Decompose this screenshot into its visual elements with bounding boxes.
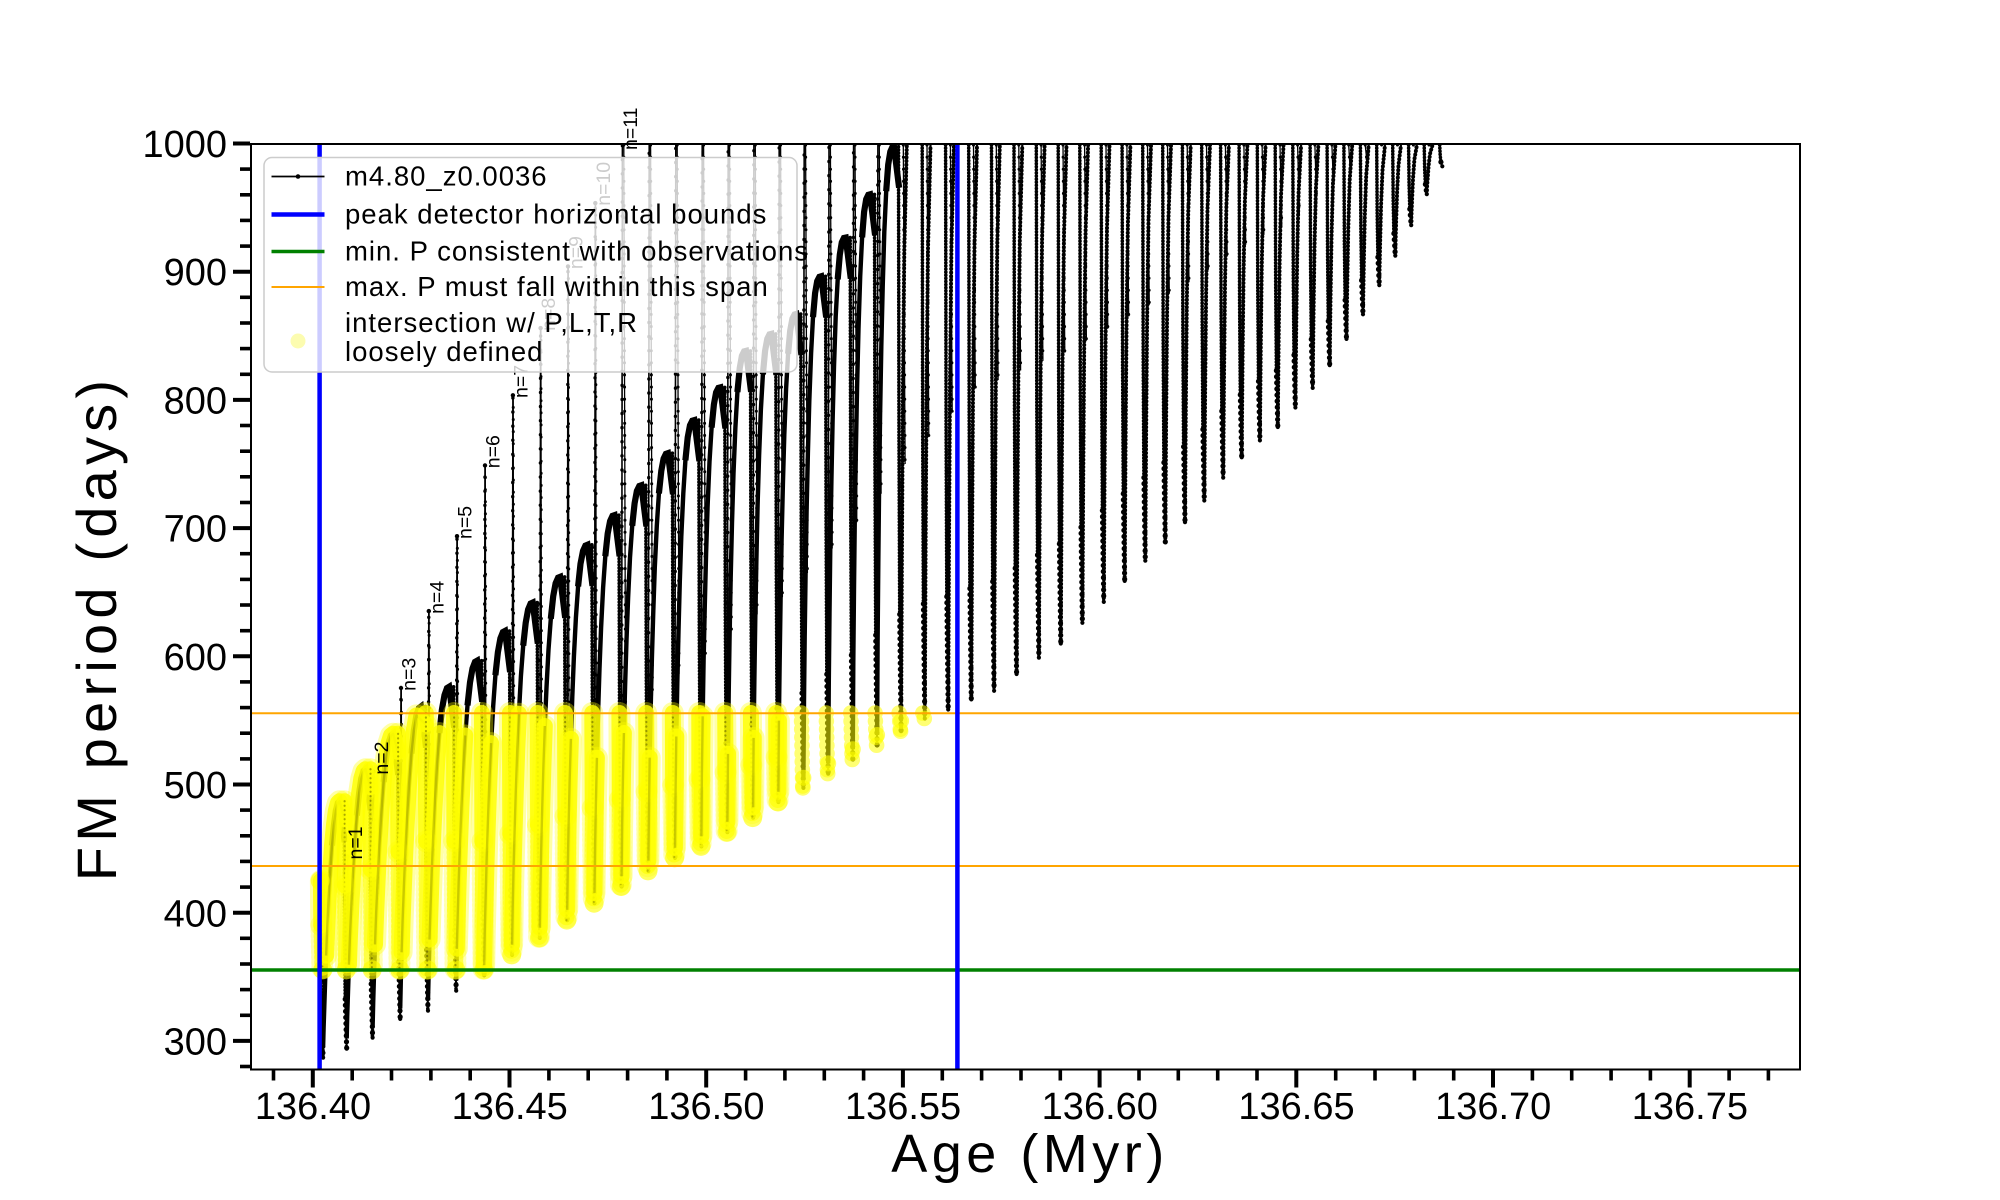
svg-text:intersection w/ P,L,T,R: intersection w/ P,L,T,R [345,307,638,338]
svg-text:800: 800 [164,380,227,422]
svg-text:max. P must fall within this s: max. P must fall within this span [345,271,769,302]
svg-text:n=4: n=4 [426,581,448,614]
svg-text:500: 500 [164,765,227,807]
svg-text:Age (Myr): Age (Myr) [891,1124,1169,1184]
svg-text:n=7: n=7 [511,365,533,398]
svg-text:1000: 1000 [142,124,227,166]
svg-text:min. P consistent with observa: min. P consistent with observations [345,236,809,267]
svg-text:136.60: 136.60 [1042,1086,1158,1128]
svg-text:300: 300 [164,1022,227,1064]
svg-text:136.50: 136.50 [648,1086,764,1128]
svg-text:loosely defined: loosely defined [345,336,543,367]
svg-text:n=6: n=6 [483,435,505,468]
svg-text:FM period (days): FM period (days) [65,375,128,881]
svg-text:peak detector horizontal bound: peak detector horizontal bounds [345,199,767,230]
svg-text:400: 400 [164,893,227,935]
svg-text:n=1: n=1 [345,826,367,859]
svg-text:136.55: 136.55 [845,1086,961,1128]
svg-text:700: 700 [164,509,227,551]
svg-text:n=11: n=11 [620,108,642,150]
svg-text:136.75: 136.75 [1632,1086,1748,1128]
svg-text:900: 900 [164,252,227,294]
svg-text:136.65: 136.65 [1238,1086,1354,1128]
svg-text:n=3: n=3 [399,658,421,691]
svg-text:600: 600 [164,637,227,679]
svg-text:136.70: 136.70 [1435,1086,1551,1128]
svg-text:m4.80_z0.0036: m4.80_z0.0036 [345,161,548,192]
svg-text:n=5: n=5 [455,506,477,539]
svg-text:n=2: n=2 [371,742,393,775]
svg-text:136.40: 136.40 [255,1086,371,1128]
svg-text:136.45: 136.45 [452,1086,568,1128]
